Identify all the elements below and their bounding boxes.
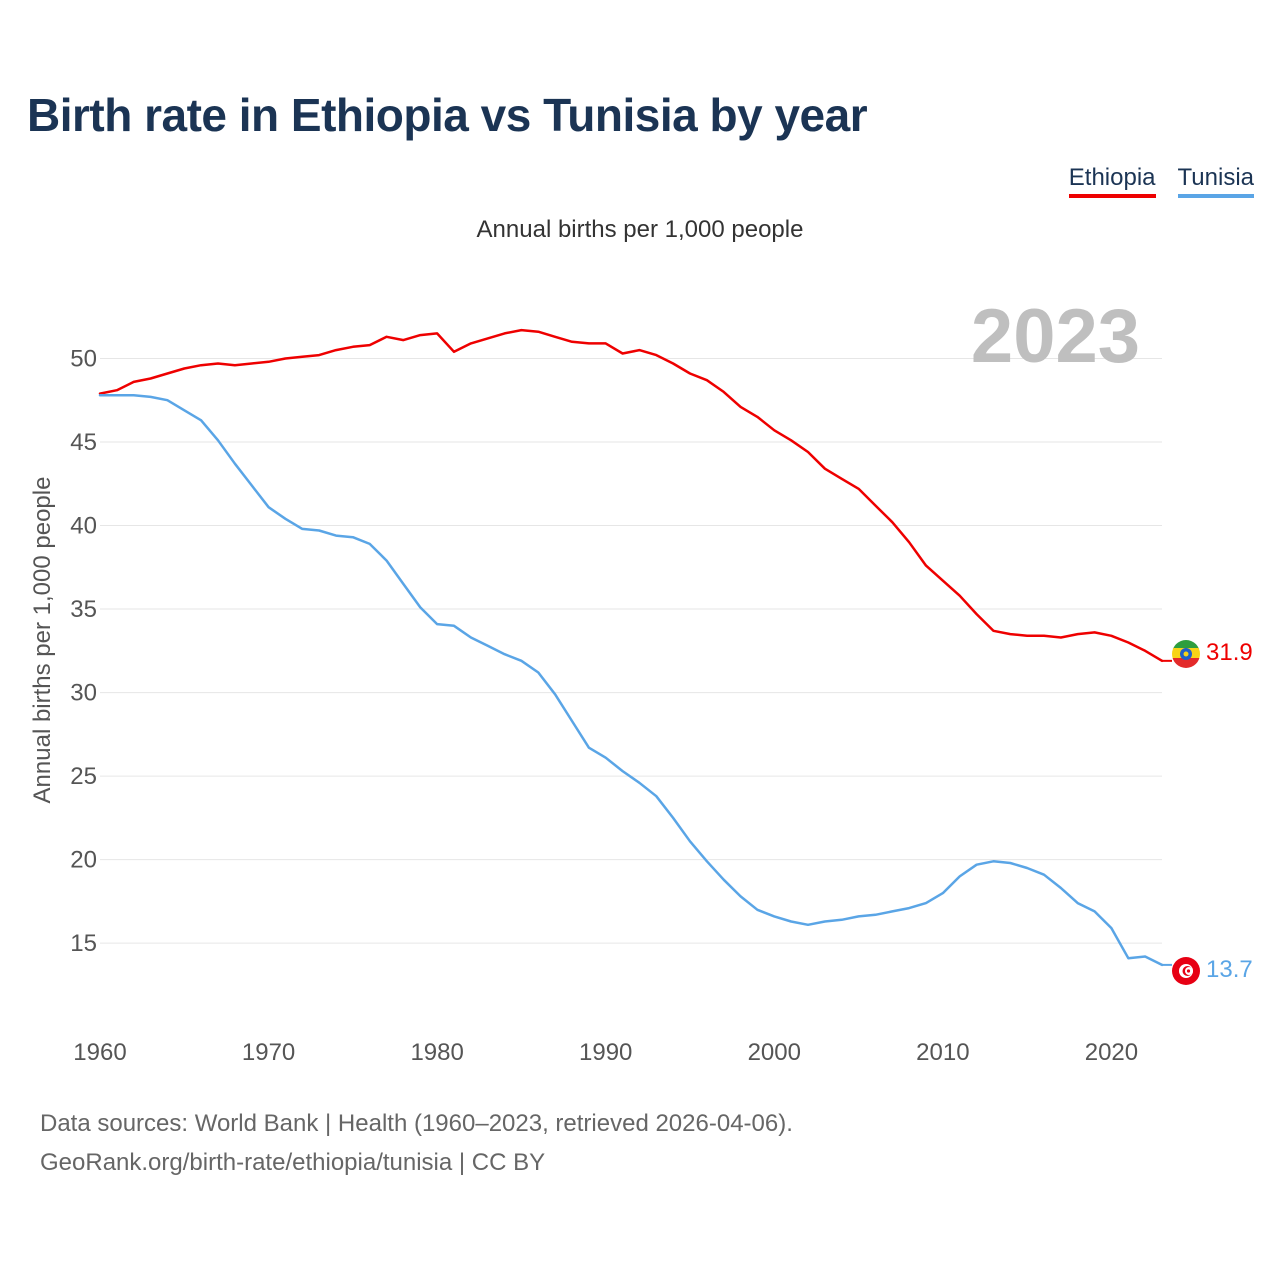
x-tick-label: 2020 bbox=[1085, 1039, 1138, 1066]
x-tick-label: 1980 bbox=[410, 1039, 463, 1066]
end-markers bbox=[1172, 640, 1200, 985]
x-tick-label: 1970 bbox=[242, 1039, 295, 1066]
y-tick-label: 20 bbox=[70, 847, 97, 874]
footer: Data sources: World Bank | Health (1960–… bbox=[40, 1104, 793, 1182]
ethiopia-end-value: 31.9 bbox=[1206, 639, 1253, 666]
y-axis-label: Annual births per 1,000 people bbox=[29, 477, 56, 804]
y-tick-label: 25 bbox=[70, 763, 97, 790]
legend-item-ethiopia[interactable]: Ethiopia bbox=[1068, 164, 1156, 198]
x-axis: 1960 1970 1980 1990 2000 2010 2020 bbox=[73, 1039, 1138, 1066]
chart-subtitle: Annual births per 1,000 people bbox=[476, 216, 804, 243]
chart-title: Birth rate in Ethiopia vs Tunisia by yea… bbox=[27, 89, 868, 141]
footer-sources: Data sources: World Bank | Health (1960–… bbox=[40, 1110, 793, 1137]
legend-item-tunisia[interactable]: Tunisia bbox=[1177, 164, 1254, 198]
series-line-ethiopia[interactable] bbox=[98, 328, 1164, 663]
y-tick-label: 40 bbox=[70, 513, 97, 540]
x-tick-label: 2000 bbox=[748, 1039, 801, 1066]
y-tick-label: 45 bbox=[70, 429, 97, 456]
series-lines bbox=[98, 328, 1172, 967]
y-tick-label: 30 bbox=[70, 680, 97, 707]
x-tick-label: 2010 bbox=[916, 1039, 969, 1066]
grid-lines bbox=[100, 357, 1162, 944]
y-axis: 15 20 25 30 35 40 45 50 bbox=[70, 345, 97, 957]
x-tick-label: 1960 bbox=[73, 1039, 126, 1066]
legend: Ethiopia Tunisia bbox=[1068, 164, 1254, 198]
x-tick-label: 1990 bbox=[579, 1039, 632, 1066]
y-tick-label: 15 bbox=[70, 930, 97, 957]
year-watermark: 2023 bbox=[971, 294, 1140, 379]
tunisia-flag-icon bbox=[1172, 957, 1200, 985]
footer-url[interactable]: GeoRank.org/birth-rate/ethiopia/tunisia … bbox=[40, 1149, 546, 1176]
ethiopia-flag-icon bbox=[1172, 640, 1200, 668]
series-line-tunisia[interactable] bbox=[98, 393, 1164, 967]
y-tick-label: 50 bbox=[70, 345, 97, 372]
y-tick-label: 35 bbox=[70, 596, 97, 623]
tunisia-end-value: 13.7 bbox=[1206, 956, 1253, 983]
